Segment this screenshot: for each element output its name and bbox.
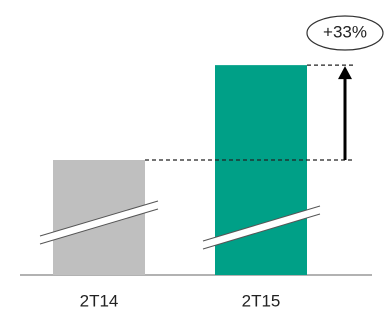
axis-breaks	[38, 200, 322, 250]
annotation: +33%	[323, 22, 367, 41]
bar	[215, 65, 307, 275]
bars	[53, 65, 307, 275]
bar	[53, 160, 145, 275]
x-tick-label: 2T15	[242, 291, 281, 310]
annotation-bubble	[306, 15, 384, 51]
arrow-head	[338, 66, 352, 80]
x-tick-label: 2T14	[80, 291, 119, 310]
